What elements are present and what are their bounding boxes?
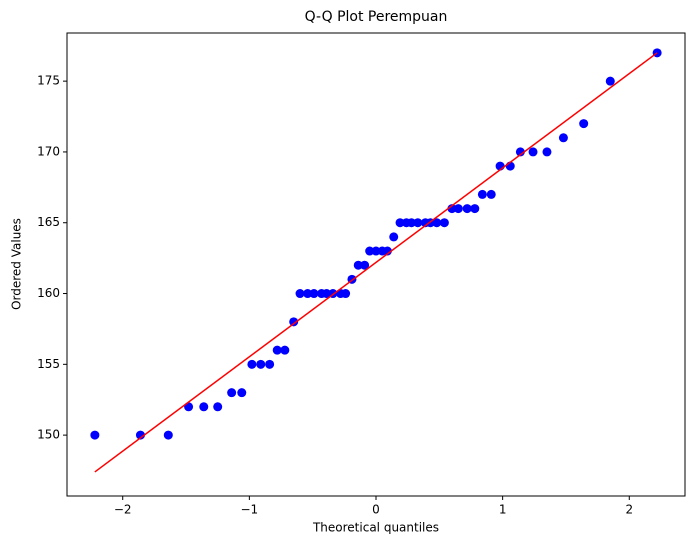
- x-tick-label: −2: [114, 503, 132, 517]
- point: [256, 359, 266, 369]
- point: [309, 289, 319, 299]
- point: [295, 289, 305, 299]
- y-tick-label: 165: [37, 215, 60, 229]
- point: [90, 430, 100, 440]
- point: [558, 133, 568, 143]
- point: [389, 232, 399, 242]
- plot-frame: [66, 32, 686, 497]
- x-tick-label: 2: [625, 503, 633, 517]
- point: [322, 289, 332, 299]
- fit-line: [94, 52, 658, 473]
- point: [213, 402, 223, 412]
- point: [371, 246, 381, 256]
- x-axis-label: Theoretical quantiles: [312, 521, 439, 535]
- point: [432, 218, 442, 228]
- point: [135, 430, 145, 440]
- point: [439, 218, 449, 228]
- x-tick-label: 1: [499, 503, 507, 517]
- point: [227, 388, 237, 398]
- point: [395, 218, 405, 228]
- point: [462, 204, 472, 214]
- point: [470, 204, 480, 214]
- point: [453, 204, 463, 214]
- point: [272, 345, 282, 355]
- point: [199, 402, 209, 412]
- point: [486, 189, 496, 199]
- point: [280, 345, 290, 355]
- point: [341, 289, 351, 299]
- point: [515, 147, 525, 157]
- point: [265, 359, 275, 369]
- point: [605, 76, 615, 86]
- point: [360, 260, 370, 270]
- y-tick-label: 170: [37, 144, 60, 158]
- chart-title: Q-Q Plot Perempuan: [305, 9, 448, 25]
- point: [303, 289, 313, 299]
- y-tick-label: 150: [37, 428, 60, 442]
- point: [247, 359, 257, 369]
- point: [579, 119, 589, 129]
- x-tick-label: 0: [372, 503, 380, 517]
- point: [289, 317, 299, 327]
- point: [382, 246, 392, 256]
- y-tick-label: 160: [37, 286, 60, 300]
- point: [406, 218, 416, 228]
- point: [353, 260, 363, 270]
- y-axis-label: Ordered Values: [10, 218, 24, 310]
- point: [542, 147, 552, 157]
- y-tick-label: 155: [37, 357, 60, 371]
- point: [163, 430, 173, 440]
- point: [477, 189, 487, 199]
- x-tick-label: −1: [241, 503, 259, 517]
- point: [447, 204, 457, 214]
- point: [528, 147, 538, 157]
- y-tick-label: 175: [37, 74, 60, 88]
- point: [237, 388, 247, 398]
- point: [365, 246, 375, 256]
- point: [413, 218, 423, 228]
